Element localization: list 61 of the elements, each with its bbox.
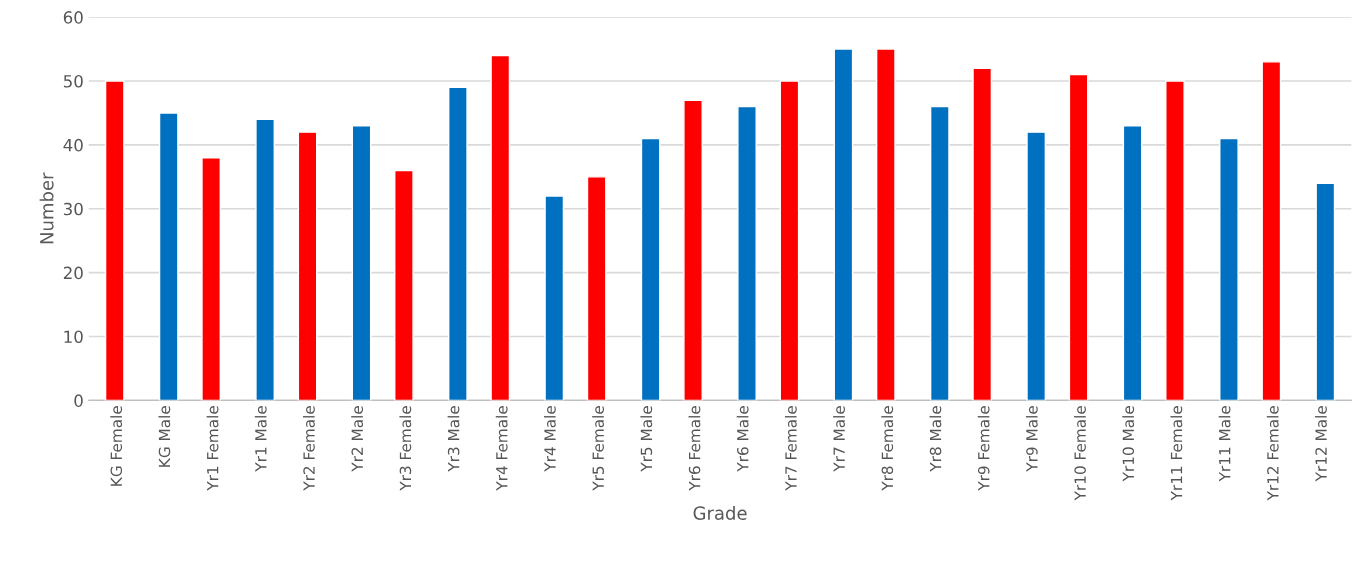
x-tick-label: Yr2 Female (303, 406, 315, 491)
x-tick-label: Yr9 Male (1025, 406, 1038, 472)
x-tick-label: Yr12 Male (1315, 406, 1327, 482)
x-tick-label: Yr12 Female (1266, 406, 1279, 501)
bar (1261, 61, 1282, 401)
x-tick-label: Yr2 Male (351, 406, 364, 472)
y-tick-label: 60 (63, 11, 83, 24)
x-tick-label: Yr6 Female (688, 406, 701, 491)
x-tick-label: Yr6 Male (736, 406, 749, 472)
bar (490, 54, 511, 401)
x-tick-label: Yr8 Female (881, 406, 894, 491)
bar (1026, 131, 1047, 401)
bar (297, 131, 318, 401)
bar (104, 80, 125, 401)
x-tick-label: Yr3 Male (447, 406, 460, 472)
bar (351, 125, 372, 401)
x-tick-label: KG Male (158, 406, 171, 467)
y-tick-label: 50 (63, 75, 83, 88)
bar (779, 80, 800, 401)
bar (158, 112, 179, 401)
bar (201, 156, 221, 401)
bar (544, 195, 565, 401)
bar (972, 67, 993, 401)
x-tick-label: Yr10 Male (1122, 406, 1135, 482)
bar (1068, 73, 1089, 401)
x-tick-label: Yr4 Female (495, 406, 508, 491)
y-axis-title: Number (39, 172, 54, 244)
bar (394, 169, 414, 401)
x-tick-label: Yr7 Female (784, 406, 797, 491)
y-tick-label: 20 (63, 266, 83, 280)
y-tick-label: 0 (74, 394, 83, 407)
x-tick-label: Yr8 Male (929, 406, 942, 472)
x-tick-label: Yr5 Female (592, 406, 604, 491)
y-tick-label: 30 (63, 202, 83, 216)
bar (448, 86, 468, 401)
bar (929, 105, 950, 401)
bar (683, 99, 703, 401)
x-tick-label: Yr10 Female (1074, 406, 1086, 501)
y-tick-label: 10 (64, 330, 83, 344)
x-tick-label: Yr1 Male (254, 406, 267, 472)
bar (1315, 182, 1336, 401)
x-axis-title: Grade (693, 505, 747, 520)
bar (640, 137, 661, 401)
bar (875, 48, 896, 401)
bar (255, 118, 275, 401)
bar (1122, 125, 1143, 401)
x-tick-label: KG Female (110, 406, 123, 486)
bar (833, 48, 854, 401)
y-tick-label: 40 (63, 138, 83, 152)
x-tick-label: Yr7 Male (833, 406, 845, 472)
bar (586, 176, 607, 401)
x-tick-label: Yr9 Female (977, 406, 990, 491)
x-tick-label: Yr1 Female (206, 406, 219, 491)
bar (1165, 80, 1185, 401)
x-tick-label: Yr11 Female (1170, 406, 1183, 501)
bar (1219, 137, 1239, 401)
x-tick-label: Yr5 Male (640, 406, 653, 472)
x-tick-label: Yr11 Male (1218, 406, 1231, 482)
bar (737, 105, 757, 401)
x-tick-label: Yr4 Male (543, 406, 556, 472)
x-tick-label: Yr3 Female (399, 406, 412, 491)
